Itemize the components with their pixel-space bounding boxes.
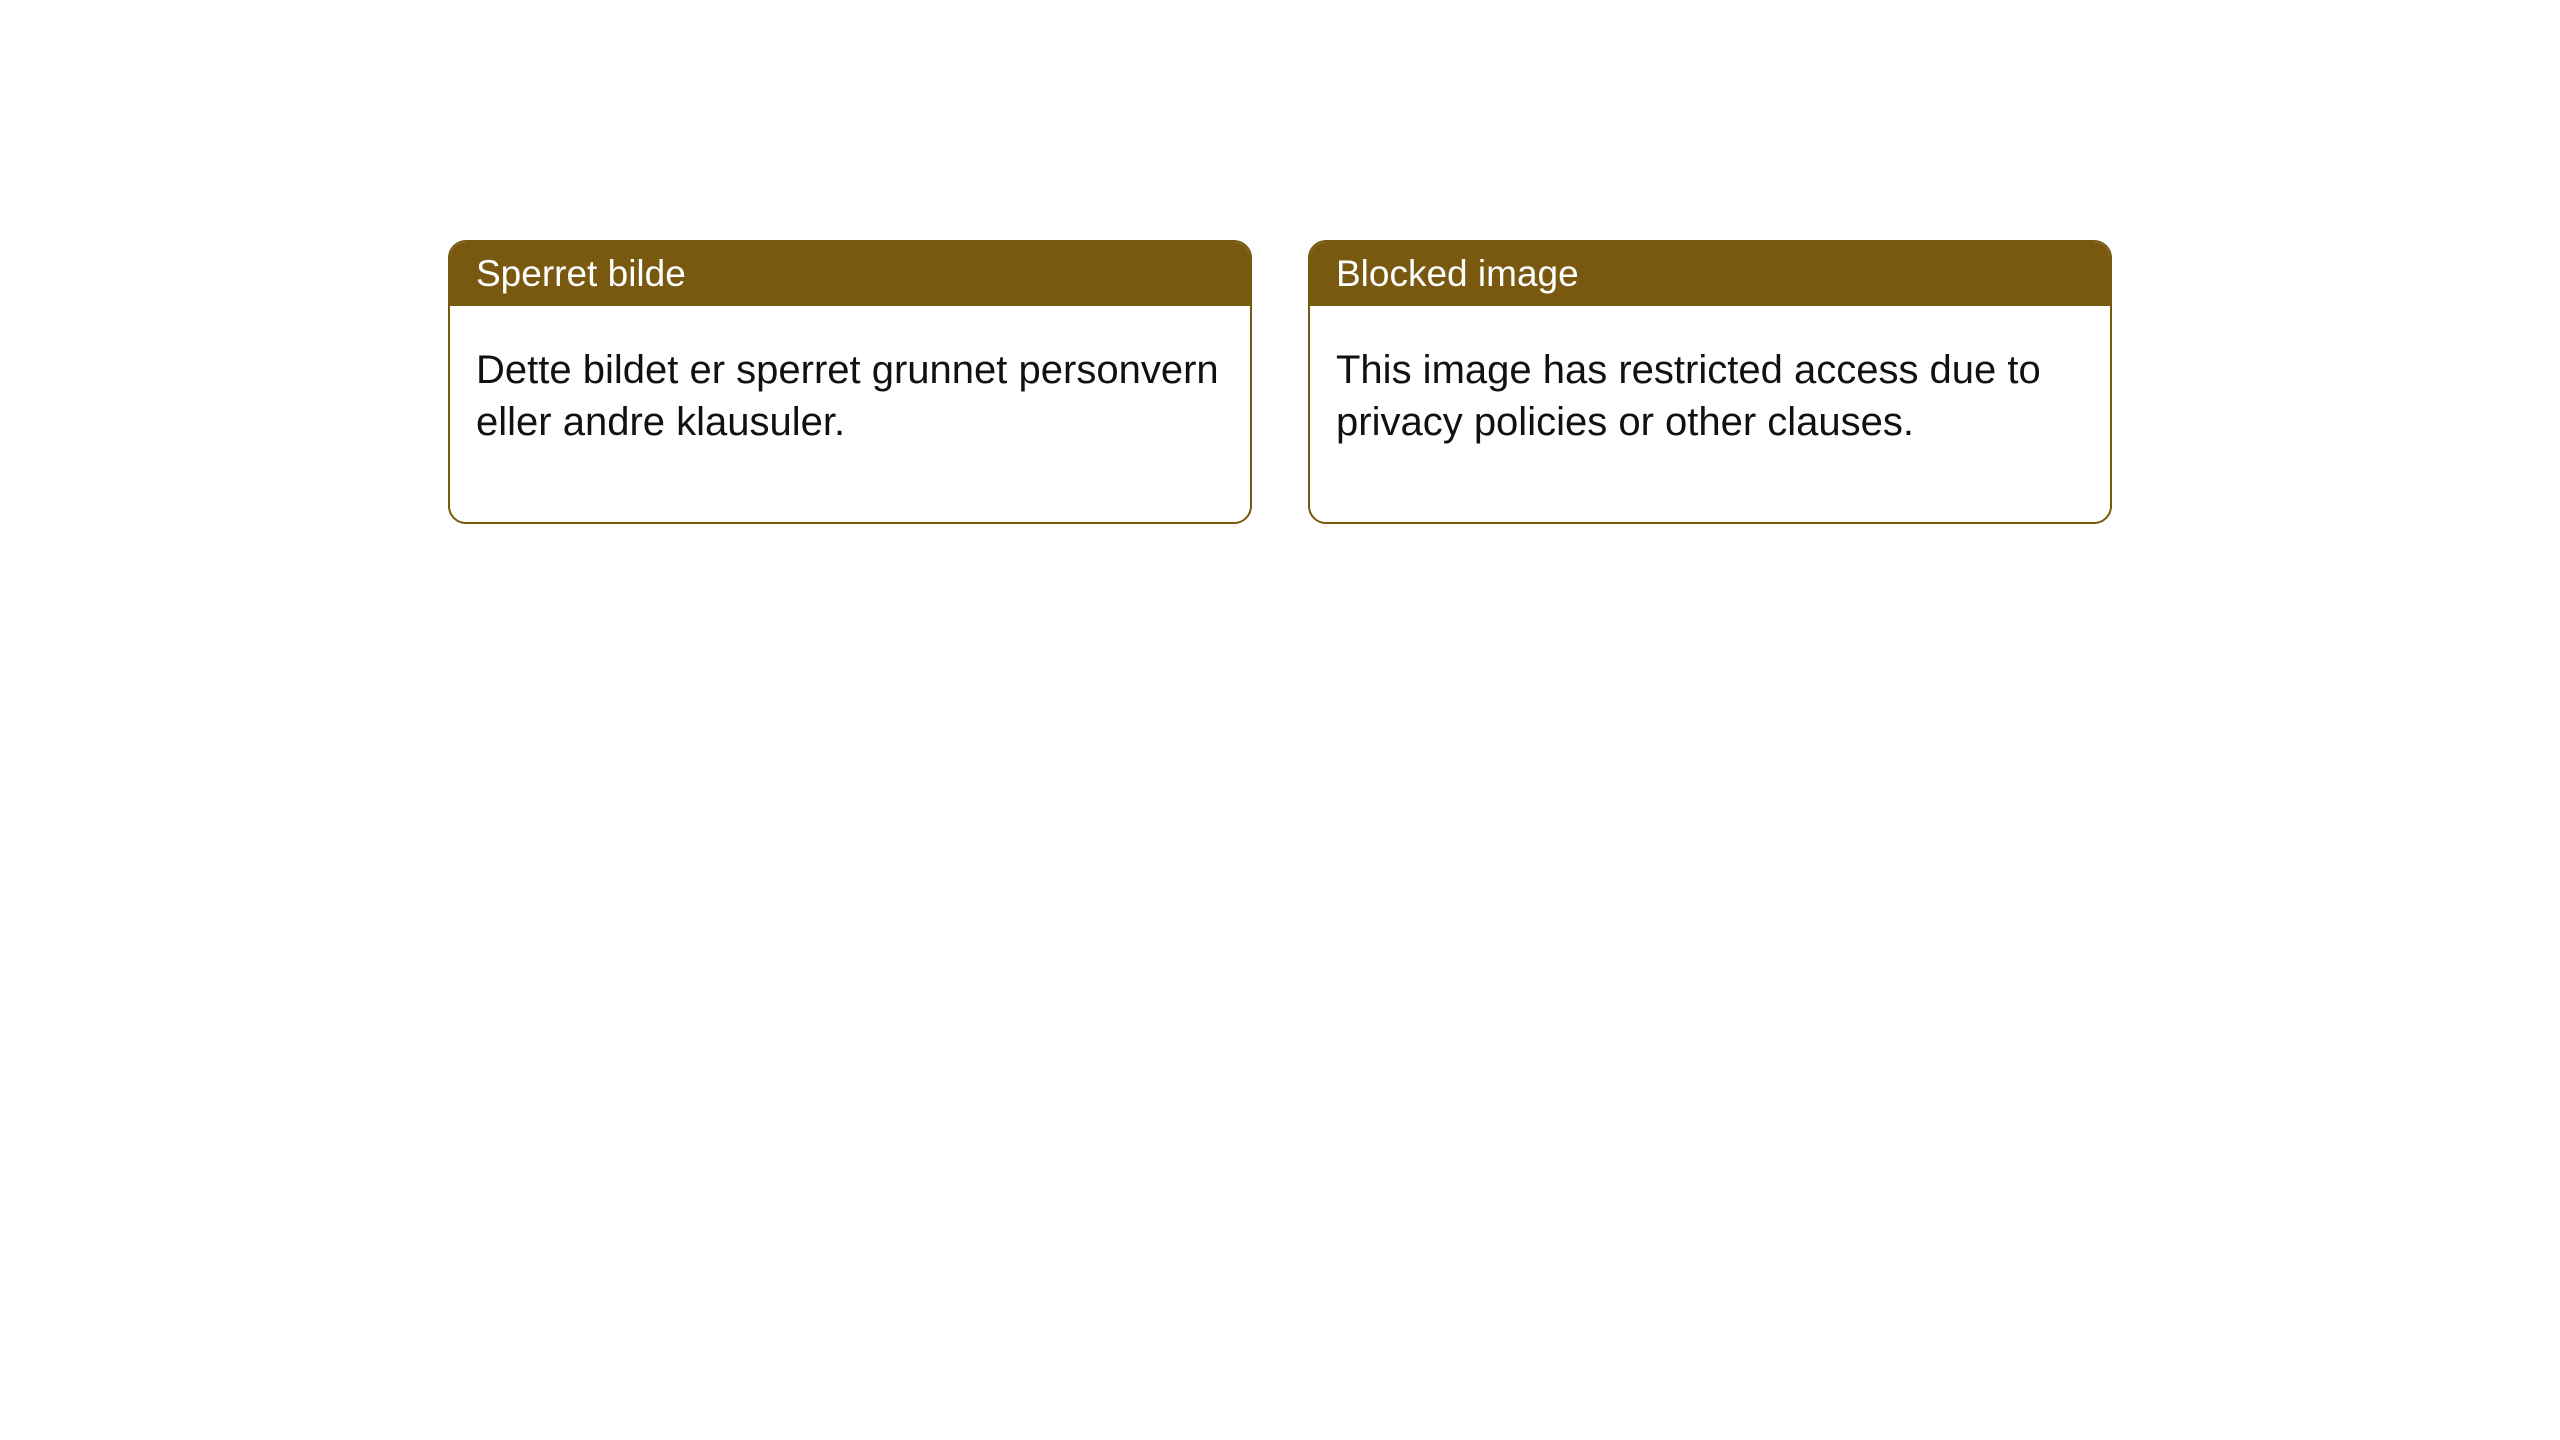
notice-card-english: Blocked image This image has restricted …	[1308, 240, 2112, 524]
card-header: Blocked image	[1310, 242, 2110, 306]
card-body: This image has restricted access due to …	[1310, 306, 2110, 522]
card-header: Sperret bilde	[450, 242, 1250, 306]
card-body: Dette bildet er sperret grunnet personve…	[450, 306, 1250, 522]
notice-container: Sperret bilde Dette bildet er sperret gr…	[0, 0, 2560, 524]
notice-card-norwegian: Sperret bilde Dette bildet er sperret gr…	[448, 240, 1252, 524]
